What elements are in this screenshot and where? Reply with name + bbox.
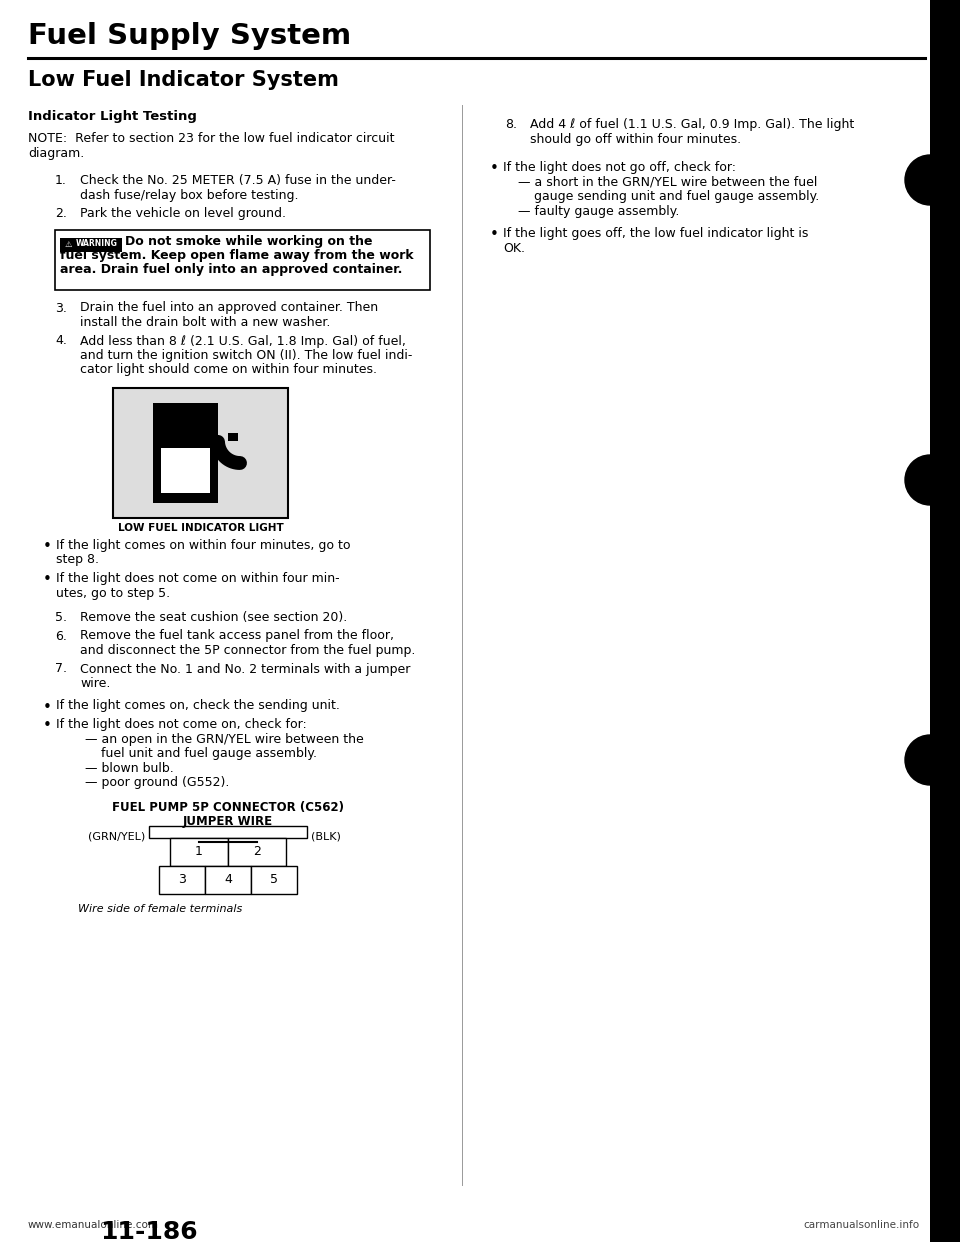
Text: 3: 3 <box>178 873 186 886</box>
Text: Wire side of female terminals: Wire side of female terminals <box>78 903 242 914</box>
Text: Park the vehicle on level ground.: Park the vehicle on level ground. <box>80 207 286 220</box>
Text: LOW FUEL INDICATOR LIGHT: LOW FUEL INDICATOR LIGHT <box>118 523 283 533</box>
Text: Low Fuel Indicator System: Low Fuel Indicator System <box>28 70 339 89</box>
Text: 4.: 4. <box>55 334 67 348</box>
Text: Do not smoke while working on the: Do not smoke while working on the <box>125 235 372 247</box>
Text: wire.: wire. <box>80 677 110 691</box>
Text: ⚠: ⚠ <box>65 240 73 248</box>
Text: FUEL PUMP 5P CONNECTOR (C562): FUEL PUMP 5P CONNECTOR (C562) <box>112 801 344 814</box>
Text: Remove the fuel tank access panel from the floor,: Remove the fuel tank access panel from t… <box>80 630 394 642</box>
Text: — faulty gauge assembly.: — faulty gauge assembly. <box>518 205 680 217</box>
Bar <box>55 230 430 289</box>
Text: 5: 5 <box>270 873 278 886</box>
Text: — an open in the GRN/YEL wire between the: — an open in the GRN/YEL wire between th… <box>85 733 364 745</box>
Text: diagram.: diagram. <box>28 147 84 159</box>
Text: Add 4 ℓ of fuel (1.1 U.S. Gal, 0.9 Imp. Gal). The light: Add 4 ℓ of fuel (1.1 U.S. Gal, 0.9 Imp. … <box>530 118 854 130</box>
Text: 1: 1 <box>195 845 203 858</box>
Text: utes, go to step 5.: utes, go to step 5. <box>56 586 170 600</box>
Bar <box>159 866 205 893</box>
Wedge shape <box>905 455 930 505</box>
Bar <box>113 388 288 518</box>
Text: fuel unit and fuel gauge assembly.: fuel unit and fuel gauge assembly. <box>85 746 317 760</box>
Text: If the light does not go off, check for:: If the light does not go off, check for: <box>503 161 736 174</box>
Text: •: • <box>43 718 52 733</box>
Text: and disconnect the 5P connector from the fuel pump.: and disconnect the 5P connector from the… <box>80 645 416 657</box>
Text: •: • <box>43 573 52 587</box>
Text: dash fuse/relay box before testing.: dash fuse/relay box before testing. <box>80 189 299 201</box>
Text: 3.: 3. <box>55 302 67 314</box>
Text: WARNING: WARNING <box>76 240 118 248</box>
Text: Drain the fuel into an approved container. Then: Drain the fuel into an approved containe… <box>80 302 378 314</box>
Text: •: • <box>43 699 52 714</box>
Text: install the drain bolt with a new washer.: install the drain bolt with a new washer… <box>80 315 330 329</box>
Text: gauge sending unit and fuel gauge assembly.: gauge sending unit and fuel gauge assemb… <box>518 190 819 202</box>
Text: •: • <box>43 539 52 554</box>
Bar <box>228 433 238 441</box>
Text: (BLK): (BLK) <box>311 831 341 842</box>
Text: •: • <box>490 161 499 176</box>
Text: OK.: OK. <box>503 241 525 255</box>
Text: Check the No. 25 METER (7.5 A) fuse in the under-: Check the No. 25 METER (7.5 A) fuse in t… <box>80 174 396 188</box>
Bar <box>205 866 251 893</box>
Text: JUMPER WIRE: JUMPER WIRE <box>183 816 273 828</box>
Text: and turn the ignition switch ON (II). The low fuel indi-: and turn the ignition switch ON (II). Th… <box>80 349 413 361</box>
Bar <box>149 826 307 837</box>
Text: If the light comes on, check the sending unit.: If the light comes on, check the sending… <box>56 699 340 713</box>
Text: 2: 2 <box>253 845 261 858</box>
Text: step 8.: step 8. <box>56 554 99 566</box>
Text: 5.: 5. <box>55 611 67 623</box>
Bar <box>60 237 122 251</box>
Text: 8.: 8. <box>505 118 517 130</box>
Text: — poor ground (G552).: — poor ground (G552). <box>85 776 229 789</box>
Text: Connect the No. 1 and No. 2 terminals with a jumper: Connect the No. 1 and No. 2 terminals wi… <box>80 662 410 676</box>
Text: Add less than 8 ℓ (2.1 U.S. Gal, 1.8 Imp. Gal) of fuel,: Add less than 8 ℓ (2.1 U.S. Gal, 1.8 Imp… <box>80 334 406 348</box>
Text: Indicator Light Testing: Indicator Light Testing <box>28 111 197 123</box>
Bar <box>161 448 210 493</box>
Text: 1.: 1. <box>55 174 67 188</box>
Text: Fuel Supply System: Fuel Supply System <box>28 22 351 50</box>
Text: carmanualsonline.info: carmanualsonline.info <box>804 1220 920 1230</box>
Text: If the light does not come on within four min-: If the light does not come on within fou… <box>56 573 340 585</box>
Wedge shape <box>905 735 930 785</box>
Bar <box>251 866 297 893</box>
Text: 7.: 7. <box>55 662 67 676</box>
Text: Remove the seat cushion (see section 20).: Remove the seat cushion (see section 20)… <box>80 611 348 623</box>
Text: www.emanualonline.com: www.emanualonline.com <box>28 1220 159 1230</box>
Text: If the light comes on within four minutes, go to: If the light comes on within four minute… <box>56 539 350 551</box>
Text: (GRN/YEL): (GRN/YEL) <box>87 831 145 842</box>
Text: fuel system. Keep open flame away from the work: fuel system. Keep open flame away from t… <box>60 248 414 262</box>
Text: 11-186: 11-186 <box>100 1220 198 1242</box>
Text: 6.: 6. <box>55 630 67 642</box>
Bar <box>228 837 286 866</box>
Text: — blown bulb.: — blown bulb. <box>85 761 174 775</box>
Text: 2.: 2. <box>55 207 67 220</box>
Text: 4: 4 <box>224 873 232 886</box>
Bar <box>153 402 218 503</box>
Text: If the light goes off, the low fuel indicator light is: If the light goes off, the low fuel indi… <box>503 227 808 240</box>
Text: area. Drain fuel only into an approved container.: area. Drain fuel only into an approved c… <box>60 263 402 277</box>
Text: NOTE:  Refer to section 23 for the low fuel indicator circuit: NOTE: Refer to section 23 for the low fu… <box>28 132 395 145</box>
Bar <box>170 837 228 866</box>
Text: cator light should come on within four minutes.: cator light should come on within four m… <box>80 364 377 376</box>
Bar <box>930 0 960 1242</box>
Text: If the light does not come on, check for:: If the light does not come on, check for… <box>56 718 307 732</box>
Text: should go off within four minutes.: should go off within four minutes. <box>530 133 741 145</box>
Text: — a short in the GRN/YEL wire between the fuel: — a short in the GRN/YEL wire between th… <box>518 175 817 189</box>
Wedge shape <box>905 155 930 205</box>
Text: •: • <box>490 227 499 242</box>
